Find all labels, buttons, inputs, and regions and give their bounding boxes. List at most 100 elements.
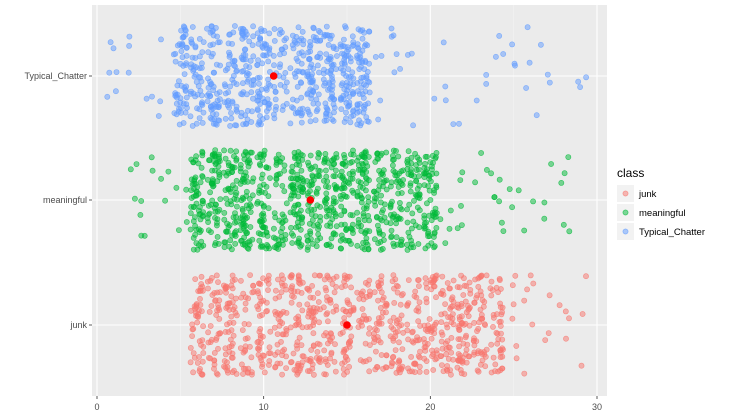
data-point: [380, 207, 386, 213]
data-point: [373, 327, 380, 334]
data-point: [222, 351, 229, 358]
data-point: [255, 97, 262, 104]
data-point: [444, 363, 451, 369]
data-point: [524, 286, 530, 293]
data-point: [277, 26, 284, 33]
data-point: [317, 306, 323, 313]
data-point: [232, 185, 239, 191]
data-point: [459, 169, 466, 176]
data-point: [233, 106, 240, 113]
data-point: [544, 71, 551, 78]
data-point: [404, 159, 411, 165]
data-point: [332, 167, 339, 174]
data-point: [383, 352, 390, 359]
data-point: [380, 237, 387, 243]
data-point: [272, 287, 279, 294]
data-point: [447, 285, 453, 292]
data-point: [250, 95, 256, 102]
data-point: [366, 28, 372, 35]
data-point: [308, 95, 315, 102]
data-point: [294, 339, 301, 346]
data-point: [240, 176, 247, 182]
data-point: [248, 354, 255, 361]
data-point: [542, 337, 549, 343]
data-point: [308, 79, 315, 85]
data-point: [360, 239, 366, 246]
data-point: [473, 295, 480, 301]
data-point: [404, 321, 411, 328]
data-point: [392, 347, 399, 353]
data-point: [250, 33, 256, 40]
data-point: [228, 313, 235, 320]
data-point: [229, 369, 236, 376]
data-point: [496, 319, 503, 325]
data-point: [405, 229, 412, 236]
data-point: [563, 335, 569, 342]
data-point: [110, 45, 117, 52]
data-point: [148, 154, 155, 161]
data-point: [307, 152, 314, 159]
data-point: [187, 344, 194, 351]
data-point: [388, 25, 395, 32]
data-point: [373, 214, 380, 221]
data-point: [466, 304, 473, 311]
data-point: [211, 204, 218, 211]
data-point: [545, 330, 552, 336]
legend-item: Typical_Chatter: [617, 223, 705, 240]
data-point: [345, 339, 352, 346]
data-point: [471, 299, 478, 306]
data-point: [488, 292, 495, 299]
data-point: [271, 62, 277, 69]
data-point: [399, 346, 406, 352]
data-point: [372, 348, 379, 355]
data-point: [396, 215, 403, 222]
data-point: [297, 110, 304, 116]
data-point: [339, 160, 346, 167]
data-point: [222, 90, 229, 97]
data-point: [343, 226, 350, 233]
data-point: [339, 174, 346, 181]
data-point: [233, 68, 240, 75]
data-point: [412, 222, 419, 229]
data-point: [191, 354, 198, 361]
data-point: [354, 209, 360, 216]
data-point: [338, 82, 345, 88]
data-point: [378, 352, 385, 358]
data-point: [255, 88, 261, 95]
data-point: [333, 151, 340, 157]
data-point: [189, 54, 196, 61]
data-point: [263, 114, 270, 121]
data-point: [491, 194, 498, 200]
data-point: [312, 308, 319, 315]
data-point: [359, 171, 366, 177]
data-point: [243, 188, 250, 195]
data-point: [462, 334, 469, 341]
data-point: [246, 343, 253, 350]
data-point: [215, 345, 221, 352]
data-point: [241, 320, 248, 327]
data-point: [541, 199, 548, 206]
data-point: [299, 214, 306, 221]
data-point: [355, 216, 362, 223]
data-point: [238, 109, 245, 116]
data-point: [279, 371, 285, 378]
data-point: [308, 347, 315, 353]
data-point: [189, 24, 196, 30]
data-point: [243, 149, 249, 156]
data-point: [216, 89, 223, 95]
data-point: [272, 106, 279, 113]
data-point: [438, 319, 445, 326]
data-point: [366, 342, 373, 348]
data-point: [297, 174, 304, 181]
data-point: [378, 277, 384, 284]
data-point: [198, 101, 205, 107]
legend-label: meaningful: [639, 208, 685, 219]
data-point: [283, 88, 290, 95]
data-point: [206, 157, 213, 164]
data-point: [337, 237, 344, 244]
data-point: [341, 119, 348, 125]
data-point: [523, 85, 529, 91]
data-point: [365, 246, 372, 253]
data-point: [446, 225, 453, 232]
data-point: [314, 62, 321, 69]
